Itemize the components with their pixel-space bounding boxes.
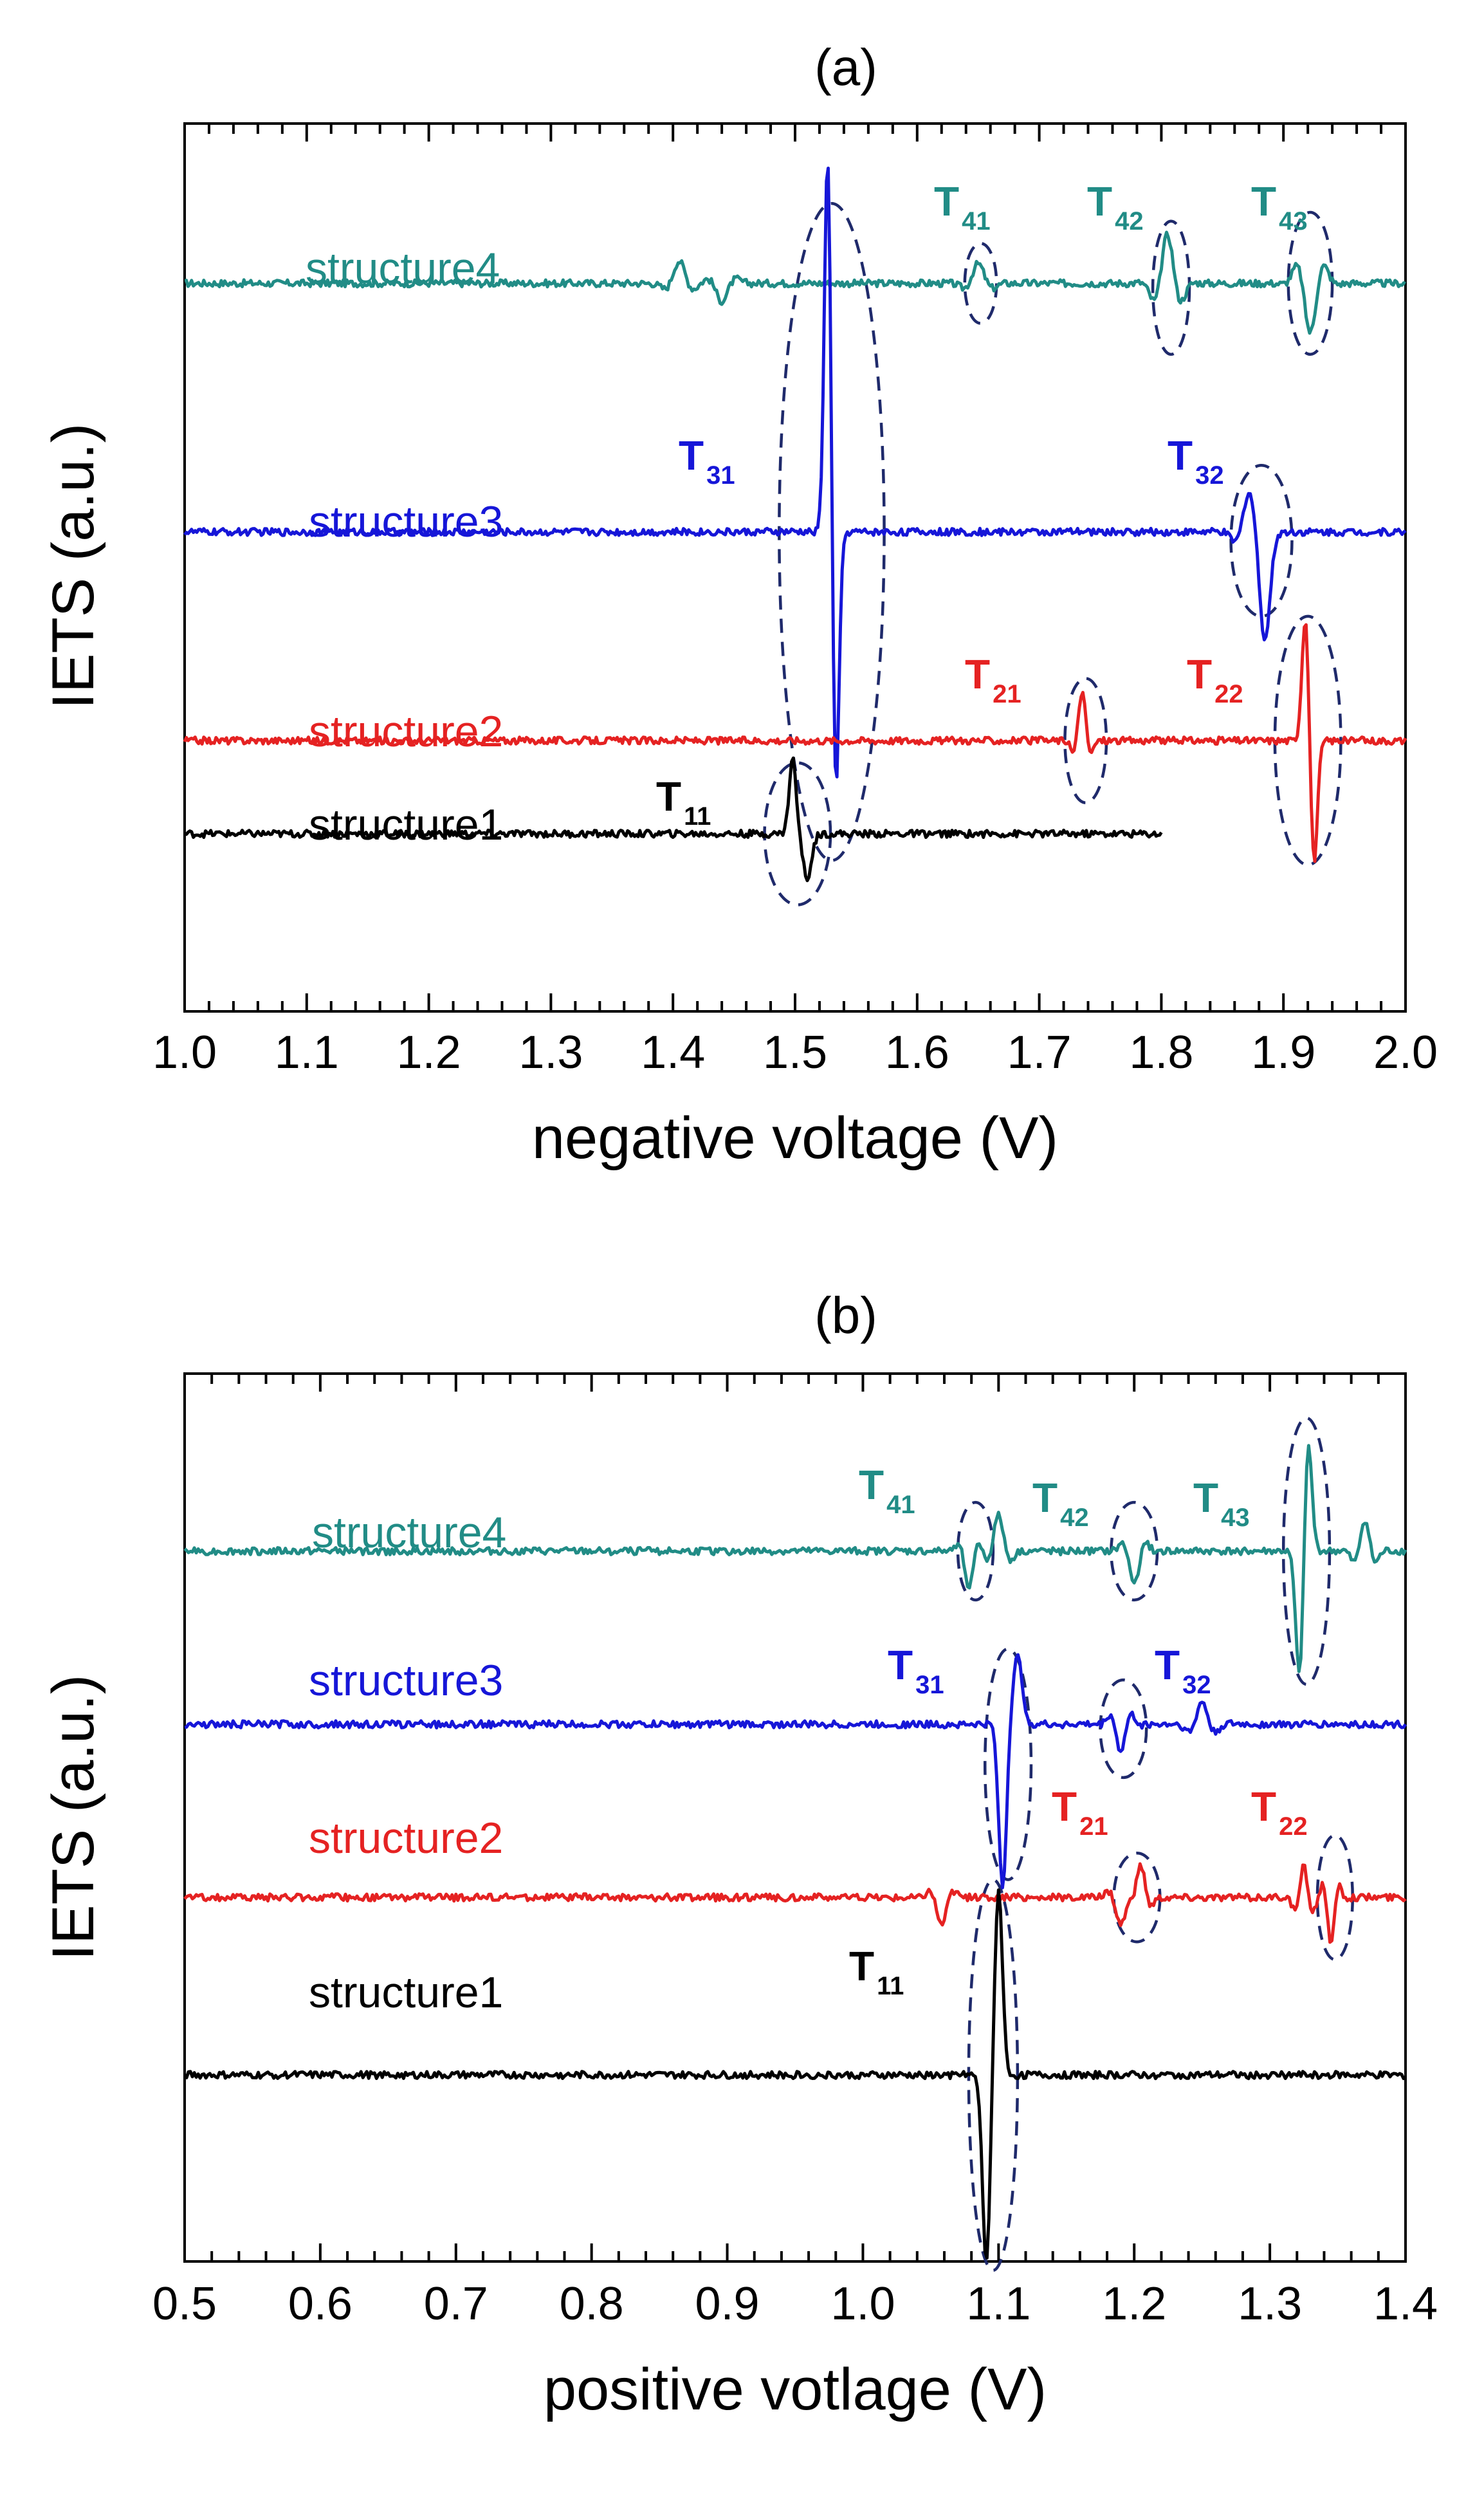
x-tick-label: 1.3 (518, 1027, 583, 1078)
peak-label-T31: T 31 (888, 1642, 944, 1699)
peak-label-T43: T 43 (1251, 178, 1308, 235)
panel-b-ylabel: IETS (a.u.) (41, 1675, 106, 1961)
panel-a-xlabel: negative voltage (V) (532, 1105, 1058, 1171)
x-tick-label: 0.9 (695, 2278, 760, 2330)
panel-b-xlabel: positive votlage (V) (544, 2357, 1047, 2422)
peak-label-T41: T 41 (859, 1462, 915, 1519)
x-tick-label: 1.1 (966, 2278, 1031, 2330)
trace-structure3 (184, 1653, 1407, 1890)
panel-b-ticks (183, 1374, 1407, 2261)
peak-ellipse-T21 (1063, 677, 1108, 804)
x-tick-label: 1.5 (763, 1027, 827, 1078)
x-tick-label: 2.0 (1373, 1027, 1438, 1078)
x-tick-label: 0.5 (152, 2278, 217, 2330)
panel-b-frame (183, 1372, 1407, 2263)
peak-label-T21: T 21 (965, 651, 1021, 708)
panel-b: (b) 0.5 0.6 0.7 0.8 0.9 1.0 1.1 1.2 1.3 1.4 struc… (41, 1287, 1438, 2422)
panel-a-peak-labels: T 41 T 42 T 43 T 31 T 32 T 21 T 22 T 11 (656, 178, 1308, 831)
panel-a-ticks (183, 124, 1407, 1011)
trace-structure1 (183, 1888, 1406, 2260)
x-tick-label: 1.3 (1238, 2278, 1302, 2330)
peak-ellipse-T42 (1151, 219, 1191, 356)
x-tick-label: 1.1 (275, 1027, 339, 1078)
x-tick-label: 1.7 (1007, 1027, 1072, 1078)
x-tick-label: 1.8 (1129, 1027, 1193, 1078)
peak-label-T42: T 42 (1032, 1475, 1089, 1532)
trace-structure4 (184, 230, 1406, 335)
panel-b-peak-labels: T 41 T 42 T 43 T 31 T 32 T 21 T 22 T 11 (849, 1462, 1308, 2000)
x-tick-label: 0.8 (560, 2278, 624, 2330)
trace-structure4 (183, 1444, 1407, 1673)
x-tick-label: 0.6 (288, 2278, 353, 2330)
peak-label-T42: T 42 (1087, 178, 1144, 235)
panel-a-series-labels: structure4 structure3 structure2 structu… (306, 244, 503, 849)
x-tick-label: 0.7 (424, 2278, 488, 2330)
trace-structure3 (183, 167, 1407, 778)
peak-label-T11: T 11 (849, 1943, 904, 2000)
a-structure1-label: structure1 (309, 800, 503, 849)
x-tick-label: 1.9 (1251, 1027, 1315, 1078)
b-structure2-label: structure2 (309, 1814, 503, 1863)
peak-label-T21: T 21 (1052, 1783, 1108, 1841)
peak-label-T22: T 22 (1251, 1783, 1308, 1841)
peak-label-T32: T 32 (1168, 432, 1224, 490)
peak-label-T41: T 41 (934, 178, 991, 235)
trace-structure2 (183, 1862, 1407, 1944)
panel-b-title: (b) (814, 1287, 877, 1344)
peak-ellipse-T32 (1229, 464, 1294, 618)
peak-label-T11: T 11 (656, 773, 711, 831)
panel-a-title: (a) (814, 39, 877, 96)
panel-a-tick-labels: 1.0 1.1 1.2 1.3 1.4 1.5 1.6 1.7 1.8 1.9 2.0 (152, 1027, 1438, 1078)
panel-b-annotation-ellipses (956, 1416, 1355, 2272)
panel-b-series-labels: structure4 structure3 structure2 structu… (309, 1508, 506, 2017)
panel-a: (a) 1.0 1.1 1.2 1.3 1.4 1.5 1.6 1.7 1.8 1.9 2.0 st… (41, 39, 1438, 1171)
a-structure4-label: structure4 (306, 244, 500, 293)
peak-label-T43: T 43 (1193, 1475, 1250, 1532)
peak-label-T31: T 31 (679, 432, 735, 490)
b-structure3-label: structure3 (309, 1656, 503, 1705)
panel-a-series (183, 167, 1407, 883)
peak-ellipse-T31 (983, 1647, 1033, 1881)
b-structure1-label: structure1 (309, 1968, 503, 2017)
a-structure2-label: structure2 (309, 707, 503, 756)
peak-ellipse-T41 (963, 242, 998, 325)
x-tick-label: 1.4 (1373, 2278, 1438, 2330)
x-tick-label: 1.2 (397, 1027, 461, 1078)
x-tick-label: 1.4 (641, 1027, 705, 1078)
panel-b-tick-labels: 0.5 0.6 0.7 0.8 0.9 1.0 1.1 1.2 1.3 1.4 (152, 2278, 1438, 2330)
peak-label-T22: T 22 (1187, 651, 1243, 708)
x-tick-label: 1.0 (830, 2278, 895, 2330)
panel-b-series (183, 1444, 1407, 2260)
peak-ellipse-T21 (1112, 1851, 1162, 1944)
peak-label-T32: T 32 (1155, 1642, 1211, 1699)
b-structure4-label: structure4 (312, 1508, 506, 1557)
panel-a-ylabel: IETS (a.u.) (41, 423, 106, 710)
x-tick-label: 1.2 (1102, 2278, 1166, 2330)
peak-ellipse-T41 (956, 1500, 995, 1602)
a-structure3-label: structure3 (309, 497, 503, 546)
peak-ellipse-T32 (1099, 1678, 1148, 1780)
x-tick-label: 1.6 (885, 1027, 949, 1078)
x-tick-label: 1.0 (152, 1027, 217, 1078)
trace-structure1 (183, 756, 1163, 883)
trace-structure2 (183, 623, 1407, 863)
panel-a-annotation-ellipses (763, 201, 1342, 907)
peak-ellipse-T43 (1287, 210, 1334, 356)
